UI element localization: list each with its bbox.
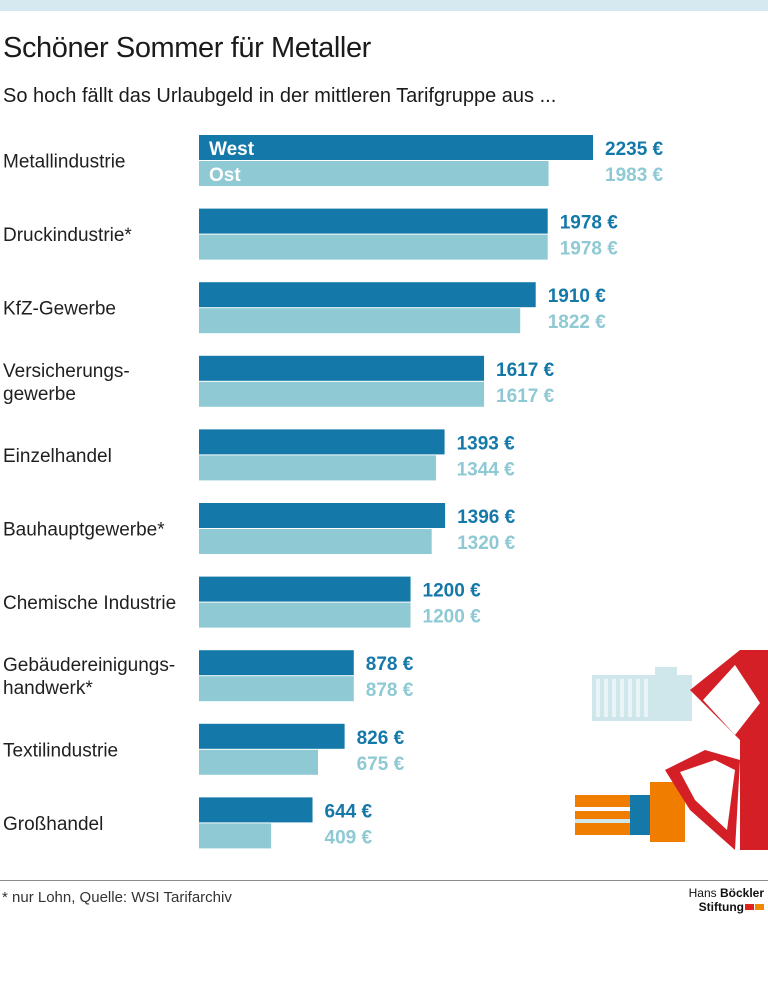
value-label-ost: 1344 €: [457, 459, 516, 480]
value-label-west: 644 €: [325, 801, 373, 822]
category-label: Metallindustrie: [3, 152, 126, 173]
value-label-ost: 675 €: [357, 754, 405, 775]
logo-orange-square: [755, 904, 764, 910]
bar-ost: [199, 308, 521, 334]
bar-west: [199, 576, 411, 602]
bar-west: [199, 650, 354, 676]
value-label-ost: 1978 €: [560, 239, 619, 260]
chart-subtitle: So hoch fällt das Urlaubgeld in der mitt…: [3, 85, 557, 107]
bar-west: [199, 503, 446, 528]
bar-ost: [199, 161, 549, 186]
bar-west: [199, 208, 548, 234]
bar-ost: [199, 529, 432, 554]
value-label-ost: 1320 €: [457, 533, 516, 554]
logo-text-boeckler: Böckler: [719, 886, 764, 900]
category-label: KfZ-Gewerbe: [3, 299, 116, 320]
bar-ost: [199, 234, 548, 260]
bar-ost: [199, 676, 354, 702]
logo-text-hans: Hans: [688, 886, 717, 900]
bar-west: [199, 135, 593, 160]
category-label: Einzelhandel: [3, 446, 112, 467]
category-label: gewerbe: [3, 384, 76, 405]
hans-boeckler-logo: Hans Böckler Stiftung: [674, 886, 764, 914]
bar-ost: [199, 823, 272, 849]
value-label-ost: 409 €: [325, 827, 373, 848]
category-label: Chemische Industrie: [3, 593, 176, 614]
value-label-ost: 878 €: [366, 680, 414, 701]
category-label: Bauhauptgewerbe*: [3, 520, 165, 541]
top-color-bar: [0, 0, 768, 11]
bar-west: [199, 723, 345, 749]
bar-west: [199, 282, 536, 308]
value-label-ost: 1617 €: [496, 386, 555, 407]
category-label: Versicherungs-: [3, 361, 130, 382]
value-label-west: 878 €: [366, 654, 414, 675]
beach-umbrella-illustration: [575, 650, 768, 850]
category-label: Großhandel: [3, 814, 103, 835]
footer-divider: [0, 880, 768, 881]
bar-ost: [199, 602, 411, 628]
value-label-west: 1978 €: [560, 213, 619, 234]
category-label: Gebäudereinigungs-: [3, 655, 175, 676]
bar-west: [199, 429, 445, 455]
value-label-west: 1910 €: [548, 286, 607, 307]
bar-ost: [199, 455, 436, 481]
value-label-west: 1393 €: [457, 433, 516, 454]
category-label: handwerk*: [3, 678, 93, 699]
category-label: Druckindustrie*: [3, 225, 132, 246]
logo-text-stiftung: Stiftung: [698, 900, 744, 914]
chart-title: Schöner Sommer für Metaller: [3, 32, 371, 64]
legend-west: West: [209, 139, 255, 160]
value-label-west: 2235 €: [605, 139, 664, 160]
value-label-ost: 1200 €: [423, 607, 482, 628]
legend-ost: Ost: [209, 165, 241, 186]
bar-ost: [199, 381, 485, 407]
bar-west: [199, 355, 485, 381]
value-label-west: 1200 €: [423, 581, 482, 602]
bars-group: Metallindustrie 2235 € 1983 € West Ost Drucki…: [3, 135, 664, 849]
value-label-west: 826 €: [357, 728, 405, 749]
logo-red-square: [745, 904, 754, 910]
bar-west: [199, 797, 313, 823]
value-label-west: 1396 €: [457, 507, 516, 528]
category-label: Textilindustrie: [3, 740, 118, 761]
value-label-west: 1617 €: [496, 360, 555, 381]
bar-ost: [199, 749, 318, 775]
value-label-ost: 1983 €: [605, 165, 664, 186]
footnote-source: * nur Lohn, Quelle: WSI Tarifarchiv: [2, 889, 232, 906]
value-label-ost: 1822 €: [548, 312, 607, 333]
